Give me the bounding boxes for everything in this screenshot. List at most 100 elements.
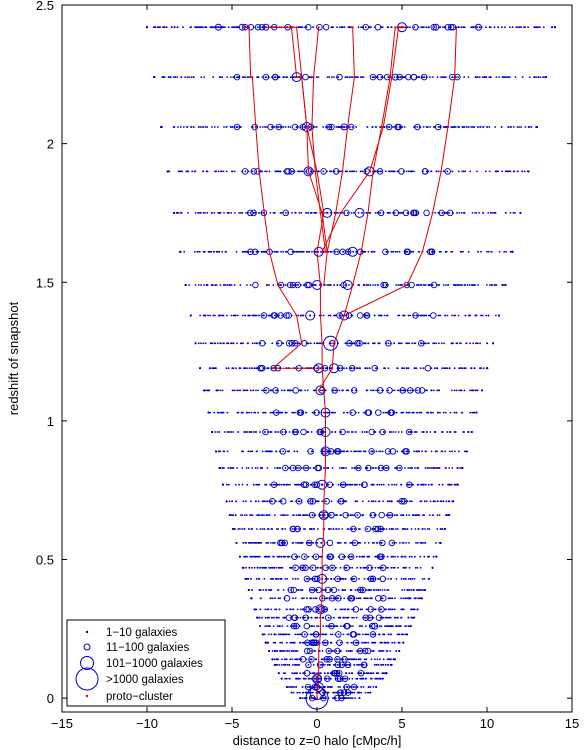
galaxy-dot (289, 126, 292, 128)
galaxy-dot (269, 450, 272, 453)
galaxy-dot (241, 314, 244, 317)
galaxy-dot (337, 212, 339, 214)
galaxy-dot (422, 367, 425, 370)
galaxy-dot (310, 342, 312, 345)
galaxy-dot (343, 450, 345, 453)
galaxy-dot (413, 589, 416, 591)
galaxy-dot (390, 664, 393, 666)
galaxy-dot (343, 467, 345, 469)
galaxy-dot (327, 578, 329, 580)
galaxy-dot (374, 641, 377, 644)
galaxy-dot (227, 342, 229, 345)
galaxy-dot (307, 555, 310, 558)
galaxy-dot (351, 566, 354, 569)
galaxy-dot (303, 633, 306, 636)
galaxy-dot (275, 566, 278, 569)
galaxy-dot (257, 411, 259, 414)
galaxy-dot (295, 431, 298, 433)
galaxy-dot (307, 212, 310, 214)
galaxy-dot (485, 314, 488, 317)
galaxy-dot (270, 528, 273, 530)
galaxy-dot (339, 500, 342, 503)
galaxy-dot (267, 367, 269, 370)
galaxy-dot (362, 664, 365, 666)
galaxy-dot (262, 411, 264, 414)
galaxy-dot (389, 212, 392, 214)
galaxy-dot (291, 212, 293, 214)
galaxy-dot (272, 555, 275, 558)
galaxy-dot (281, 625, 284, 627)
galaxy-circle (334, 647, 341, 655)
galaxy-dot (404, 578, 406, 580)
galaxy-dot (293, 650, 295, 652)
galaxy-dot (355, 677, 358, 680)
galaxy-dot (282, 589, 285, 591)
galaxy-dot (285, 633, 288, 636)
galaxy-dot (387, 367, 390, 370)
galaxy-dot (387, 566, 389, 569)
galaxy-dot (485, 284, 488, 286)
galaxy-dot (367, 542, 370, 544)
galaxy-dot (396, 528, 399, 530)
galaxy-dot (177, 212, 180, 214)
galaxy-dot (376, 664, 378, 666)
galaxy-dot (263, 431, 266, 433)
galaxy-dot (320, 664, 322, 666)
galaxy-dot (275, 528, 278, 530)
galaxy-dot (367, 691, 369, 694)
galaxy-dot (344, 589, 347, 591)
galaxy-dot (350, 514, 352, 516)
galaxy-dot (274, 641, 277, 644)
galaxy-dot (255, 555, 257, 558)
galaxy-dot (299, 616, 302, 619)
galaxy-dot (407, 625, 410, 627)
galaxy-dot (303, 555, 306, 558)
galaxy-dot (262, 314, 264, 317)
galaxy-dot (301, 542, 304, 544)
galaxy-circle (293, 622, 300, 630)
galaxy-dot (166, 170, 169, 173)
galaxy-circle (350, 575, 358, 583)
galaxy-dot (444, 367, 447, 370)
galaxy-dot (218, 431, 221, 433)
galaxy-dot (502, 284, 505, 286)
galaxy-dot (363, 431, 366, 433)
galaxy-dot (264, 566, 267, 569)
galaxy-circle (378, 606, 385, 613)
galaxy-dot (348, 250, 351, 253)
galaxy-dot (381, 467, 384, 469)
galaxy-dot (316, 342, 319, 345)
galaxy-dot (231, 514, 234, 516)
galaxy-dot (245, 500, 248, 503)
galaxy-dot (343, 367, 345, 370)
galaxy-dot (298, 500, 301, 503)
galaxy-dot (396, 450, 399, 453)
galaxy-dot (285, 411, 288, 414)
galaxy-dot (314, 597, 317, 600)
galaxy-dot (482, 212, 484, 214)
galaxy-dot (350, 641, 353, 644)
galaxy-dot (380, 608, 382, 611)
galaxy-dot (292, 686, 294, 688)
galaxy-dot (384, 467, 387, 469)
galaxy-dot (261, 500, 264, 503)
galaxy-dot (367, 672, 370, 675)
galaxy-dot (437, 170, 440, 173)
galaxy-dot (281, 431, 284, 433)
galaxy-dot (393, 641, 396, 644)
galaxy-dot (404, 625, 407, 627)
galaxy-dot (297, 677, 300, 680)
galaxy-dot (378, 633, 380, 636)
galaxy-dot (421, 578, 424, 580)
galaxy-dot (227, 467, 230, 469)
galaxy-dot (407, 411, 410, 414)
galaxy-dot (246, 578, 248, 580)
galaxy-dot (463, 367, 466, 370)
galaxy-dot (448, 467, 451, 469)
galaxy-dot (333, 578, 335, 580)
galaxy-dot (256, 342, 258, 345)
galaxy-dot (235, 367, 237, 370)
galaxy-dot (371, 483, 373, 486)
galaxy-dot (284, 284, 287, 286)
galaxy-dot (379, 589, 381, 591)
